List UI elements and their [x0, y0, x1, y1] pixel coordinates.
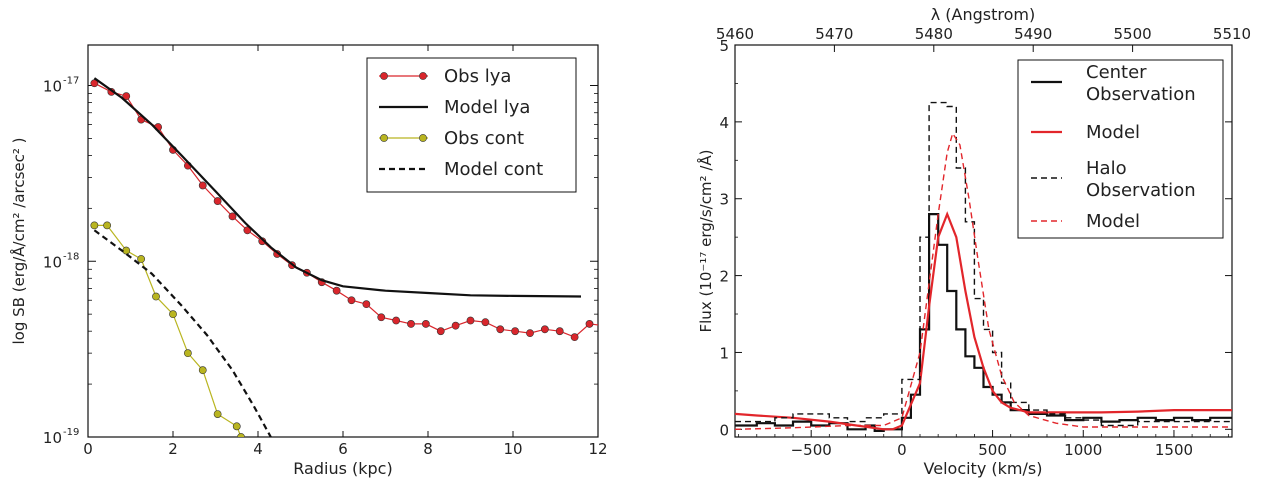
left-series-point-2 [183, 349, 192, 358]
right-legend-label: Observation [1086, 180, 1196, 201]
left-series-point-0 [511, 327, 520, 336]
left-series-point-0 [228, 212, 237, 221]
left-series-point-0 [451, 321, 460, 330]
right-series-line-3 [735, 131, 1232, 430]
left-legend-marker [380, 134, 388, 142]
left-series-point-2 [232, 422, 241, 431]
left-series-point-0 [243, 226, 252, 235]
left-series-point-0 [526, 329, 534, 338]
right-series-line-1 [735, 211, 1232, 431]
left-series-point-0 [570, 333, 579, 342]
left-y-tick-label: 10 [43, 78, 62, 96]
right-x-tick-label: −500 [791, 441, 832, 459]
right-y-tick-label: 2 [719, 268, 729, 286]
left-series-point-2 [103, 221, 112, 230]
left-series-point-0 [555, 327, 564, 336]
right-x-tick-label: 1000 [1064, 441, 1102, 459]
left-legend: Obs lya Model lya Obs cont Model cont [366, 57, 577, 193]
right-x-tick-label: 1500 [1155, 441, 1193, 459]
left-legend-marker [419, 72, 427, 80]
right-legend-box [1017, 59, 1224, 239]
right-top-tick-label: 5510 [1213, 25, 1251, 43]
right-legend-label: Observation [1086, 84, 1196, 105]
right-top-axis-label: λ (Angstrom) [931, 5, 1036, 24]
left-series-point-0 [198, 181, 207, 190]
left-x-tick-label: 8 [423, 440, 433, 458]
right-top-tick-label: 5500 [1114, 25, 1152, 43]
right-y-tick-label: 0 [719, 421, 729, 439]
left-series-line-3 [93, 229, 272, 437]
left-y-axis-label: log SB (erg/Å/cm² /arcsec² ) [9, 138, 28, 345]
left-x-tick-label: 4 [253, 440, 263, 458]
left-series-point-0 [496, 325, 505, 334]
left-series-point-0 [466, 316, 475, 325]
left-series-point-2 [90, 221, 99, 230]
right-legend-label: Model [1086, 122, 1140, 143]
right-top-tick-label: 5460 [716, 25, 754, 43]
right-x-tick-label: 500 [978, 441, 1007, 459]
right-y-tick-label: 4 [719, 114, 729, 132]
right-series-line-2 [735, 101, 1232, 427]
left-series-point-0 [407, 320, 415, 328]
left-y-tick-exponent: -19 [63, 427, 79, 438]
left-legend-label: Obs lya [444, 66, 511, 87]
right-y-axis-label: Flux (10⁻¹⁷ erg/s/cm² /Å) [696, 150, 715, 333]
left-x-axis-label: Radius (kpc) [293, 459, 392, 478]
left-series-point-0 [585, 320, 594, 328]
left-y-tick-label: 10 [43, 429, 62, 447]
left-series-point-0 [421, 320, 430, 328]
right-top-tick-label: 5480 [915, 25, 953, 43]
left-legend-marker [419, 134, 427, 142]
right-top-tick-label: 5470 [815, 25, 853, 43]
left-series-point-0 [332, 286, 341, 295]
left-series-point-2 [169, 310, 177, 319]
left-series-point-0 [122, 92, 131, 101]
left-series-point-0 [90, 79, 99, 88]
left-series-point-0 [392, 316, 401, 325]
right-x-axis-label: Velocity (km/s) [924, 459, 1043, 478]
left-x-tick-label: 0 [83, 440, 93, 458]
left-series-point-0 [540, 325, 549, 334]
right-legend-label: Center [1086, 62, 1147, 83]
left-x-tick-label: 12 [588, 440, 607, 458]
left-series-point-0 [362, 300, 371, 309]
right-y-tick-label: 1 [719, 344, 729, 362]
left-legend-marker [380, 72, 388, 80]
left-series-point-2 [237, 433, 245, 437]
left-series-point-0 [481, 318, 490, 327]
right-y-tick-label: 3 [719, 191, 729, 209]
right-legend-label: Model [1086, 211, 1140, 232]
left-series-point-0 [347, 296, 356, 305]
left-series-point-2 [152, 292, 160, 301]
left-y-tick-exponent: -18 [63, 251, 79, 262]
left-series-point-2 [137, 255, 146, 263]
right-legend: CenterObservationModelHaloObservationMod… [1017, 59, 1224, 239]
left-series-point-2 [198, 366, 207, 375]
left-x-tick-label: 10 [503, 440, 522, 458]
left-series-point-0 [436, 327, 445, 336]
left-legend-label: Model cont [444, 159, 543, 180]
left-series-point-0 [213, 197, 222, 205]
left-legend-label: Model lya [444, 97, 530, 118]
spectrum-panel: −500 0 500 1000 1500 5460 5470 5480 5490 5500 5510… [696, 5, 1251, 478]
left-y-tick-label: 10 [43, 253, 62, 271]
left-series-point-2 [213, 410, 222, 418]
left-x-tick-label: 2 [168, 440, 178, 458]
right-top-tick-label: 5490 [1014, 25, 1052, 43]
left-legend-label: Obs cont [444, 128, 524, 149]
right-x-tick-label: 0 [897, 441, 907, 459]
left-series-line-1 [93, 77, 582, 298]
left-series-point-0 [377, 313, 386, 322]
right-legend-label: Halo [1086, 158, 1127, 179]
right-y-tick-label: 5 [719, 37, 729, 55]
left-x-tick-label: 6 [338, 440, 348, 458]
left-y-tick-exponent: -17 [63, 76, 79, 87]
